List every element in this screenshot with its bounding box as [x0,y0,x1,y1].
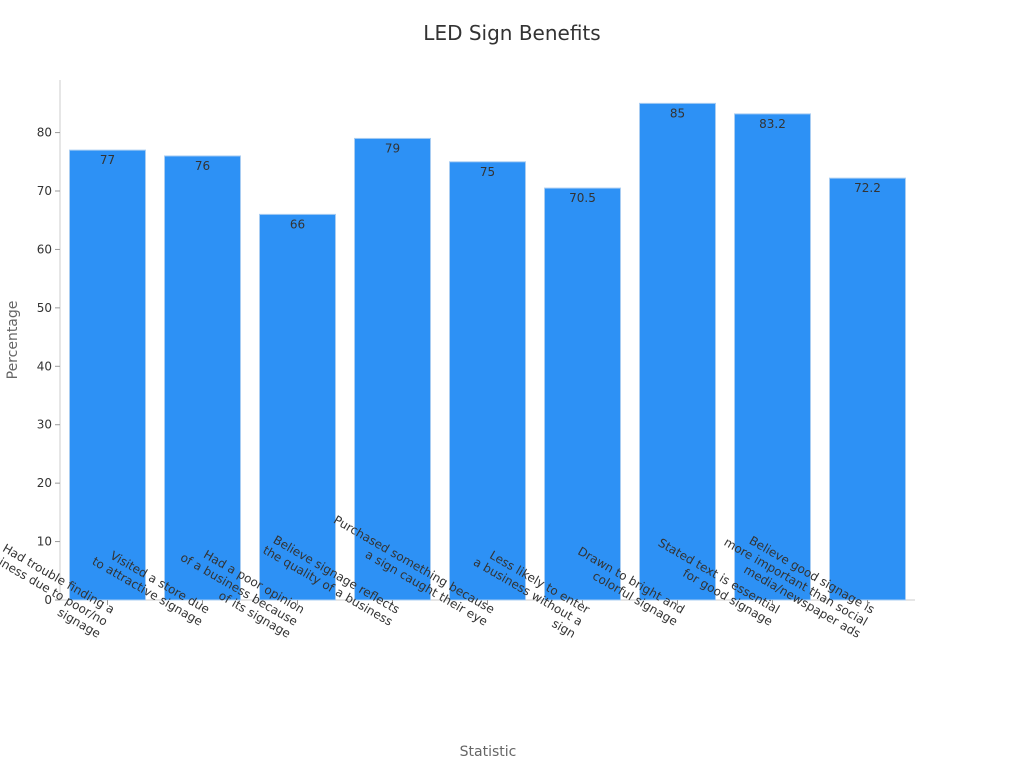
y-tick-label: 10 [37,535,52,549]
data-label: 85 [670,106,685,120]
data-label: 70.5 [569,191,596,205]
x-axis-title: Statistic [460,744,517,760]
y-tick-label: 20 [37,476,52,490]
data-label: 79 [385,141,400,155]
bar[interactable] [449,161,526,601]
bar[interactable] [69,149,146,601]
y-tick-label: 0 [44,593,52,607]
y-tick-label: 60 [37,242,52,256]
y-tick-label: 30 [37,418,52,432]
data-label: 77 [100,153,115,167]
data-label: 66 [290,217,305,231]
data-labels-group: 77 76 66 79 75 70.5 85 83.2 72.2 [100,106,881,231]
bar[interactable] [354,137,431,601]
bar[interactable] [734,113,811,601]
bar[interactable] [544,187,621,601]
data-label: 75 [480,165,495,179]
y-axis-title: Percentage [5,301,21,380]
bars-group [69,102,906,601]
bar[interactable] [639,102,716,601]
bar[interactable] [829,177,906,601]
y-tick-label: 80 [37,126,52,140]
y-tick-label: 70 [37,184,52,198]
data-label: 83.2 [759,117,786,131]
data-label: 72.2 [854,181,881,195]
data-label: 76 [195,159,210,173]
y-axis-ticks: 0 10 20 30 40 50 60 70 80 [37,126,60,607]
bar[interactable] [259,213,336,601]
chart-title: LED Sign Benefits [423,21,600,45]
bar[interactable] [164,155,241,601]
y-tick-label: 50 [37,301,52,315]
y-tick-label: 40 [37,359,52,373]
